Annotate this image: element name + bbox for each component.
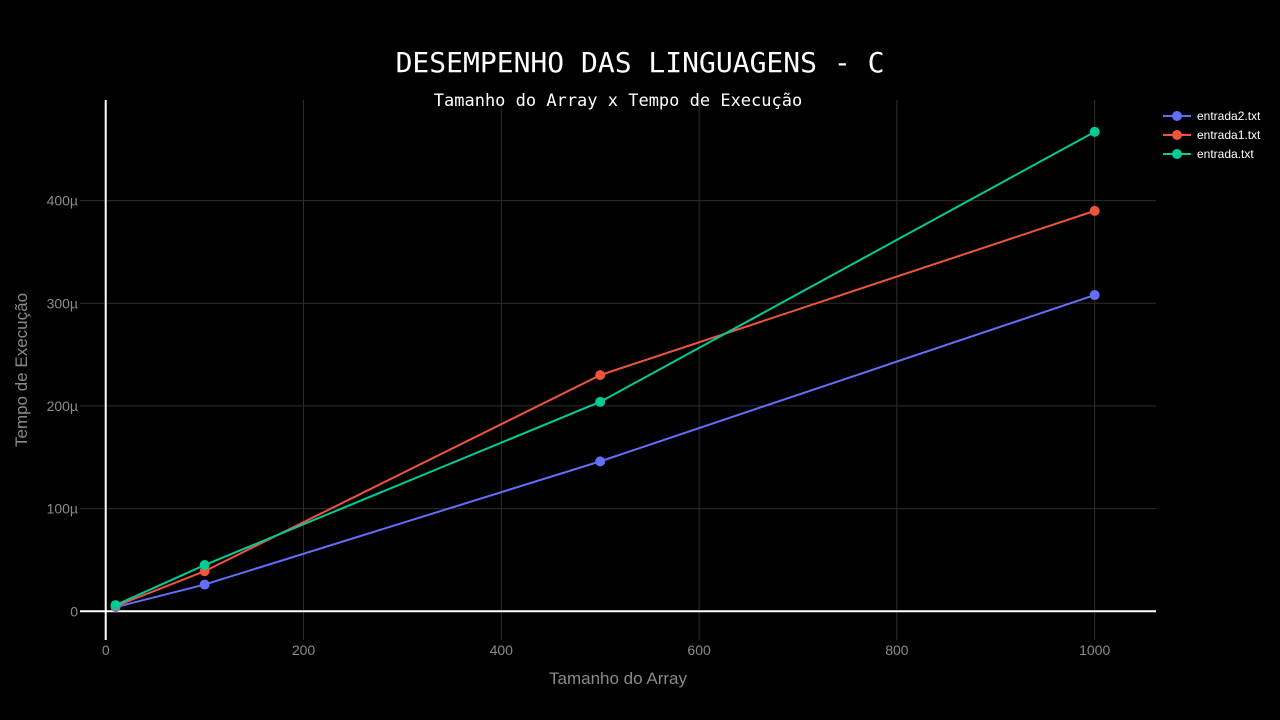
data-point xyxy=(199,560,210,571)
y-tick-label: 0 xyxy=(70,603,78,619)
y-tick-label: 100µ xyxy=(47,501,78,517)
x-tick-label: 200 xyxy=(292,642,316,658)
x-tick-label: 400 xyxy=(490,642,514,658)
chart-subtitle: Tamanho do Array x Tempo de Execução xyxy=(434,91,802,111)
x-tick-label: 0 xyxy=(102,642,110,658)
legend-label: entrada.txt xyxy=(1197,147,1254,161)
data-point xyxy=(110,600,121,611)
legend: entrada2.txt entrada1.txt entrada.txt xyxy=(1163,109,1261,161)
y-axis-title: Tempo de Execução xyxy=(12,293,31,447)
series-lines xyxy=(110,126,1100,613)
tick-labels: 0 200 400 600 800 1000 0 100µ 200µ 300µ 400µ xyxy=(47,193,1111,658)
data-point xyxy=(199,579,210,590)
data-point xyxy=(595,456,606,467)
data-point xyxy=(1089,126,1100,137)
x-tick-label: 1000 xyxy=(1079,642,1110,658)
series-line xyxy=(115,294,1095,609)
data-point xyxy=(1089,205,1100,216)
x-tick-label: 600 xyxy=(687,642,711,658)
legend-swatch-marker xyxy=(1172,149,1182,159)
chart-title: DESEMPENHO DAS LINGUAGENS - C xyxy=(396,46,885,79)
legend-swatch-marker xyxy=(1172,111,1182,121)
legend-label: entrada1.txt xyxy=(1197,128,1261,142)
y-tick-label: 400µ xyxy=(47,193,78,209)
series-line xyxy=(115,130,1096,607)
y-tick-label: 200µ xyxy=(47,398,78,414)
series-line xyxy=(115,209,1095,608)
data-point xyxy=(595,370,606,381)
data-point xyxy=(1089,290,1100,301)
legend-item: entrada2.txt xyxy=(1163,109,1261,123)
grid-lines xyxy=(80,100,1156,640)
x-tick-label: 800 xyxy=(885,642,909,658)
legend-label: entrada2.txt xyxy=(1197,109,1261,123)
data-point xyxy=(595,396,606,407)
legend-item: entrada.txt xyxy=(1163,147,1254,161)
legend-item: entrada1.txt xyxy=(1163,128,1261,142)
legend-swatch-marker xyxy=(1172,130,1182,140)
axes xyxy=(80,100,1156,640)
x-axis-title: Tamanho do Array xyxy=(549,669,687,688)
y-tick-label: 300µ xyxy=(47,295,78,311)
